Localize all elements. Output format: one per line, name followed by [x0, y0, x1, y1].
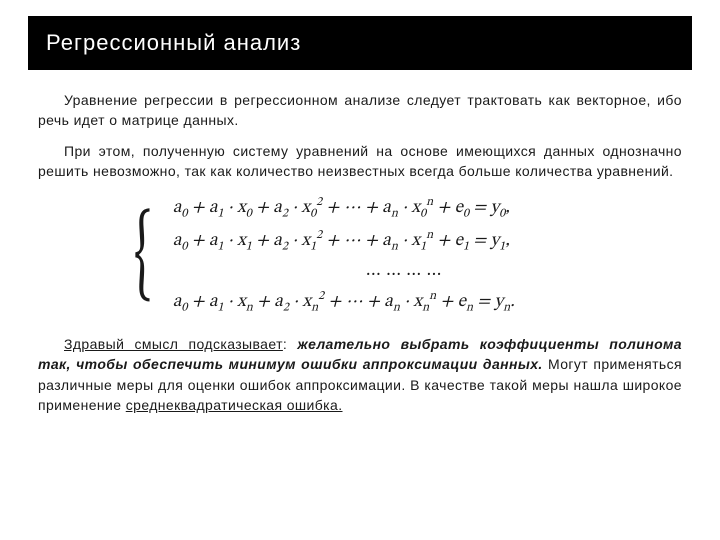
equation-system: { a0 + a1 · x0 + a2 · x02 + ⋯ + an · x0n…	[134, 195, 682, 316]
paragraph-2: При этом, полученную систему уравнений н…	[38, 141, 682, 182]
paragraph-1: Уравнение регрессии в регрессионном анал…	[38, 90, 682, 131]
conclusion-lead: Здравый смысл подсказывает	[64, 336, 283, 352]
equation-line-n: a0 + a1 · xn + a2 · xn2 + ⋯ + an · xnn +…	[173, 289, 515, 316]
left-brace-icon: {	[134, 206, 152, 306]
paragraph-conclusion: Здравый смысл подсказывает: желательно в…	[38, 334, 682, 415]
conclusion-colon: :	[283, 336, 297, 352]
slide-title: Регрессионный анализ	[46, 30, 301, 56]
equation-line-2: a0 + a1 · x1 + a2 · x12 + ⋯ + an · x1n +…	[173, 228, 515, 255]
equation-lines: a0 + a1 · x0 + a2 · x02 + ⋯ + an · x0n +…	[173, 195, 515, 316]
equation-line-1: a0 + a1 · x0 + a2 · x02 + ⋯ + an · x0n +…	[173, 195, 515, 222]
equation-line-dots: … … … …	[173, 260, 515, 283]
title-bar: Регрессионный анализ	[28, 16, 692, 70]
conclusion-tail: среднеквадратическая ошибка.	[126, 397, 343, 413]
slide: Регрессионный анализ Уравнение регрессии…	[0, 0, 720, 540]
slide-body: Уравнение регрессии в регрессионном анал…	[38, 90, 682, 429]
